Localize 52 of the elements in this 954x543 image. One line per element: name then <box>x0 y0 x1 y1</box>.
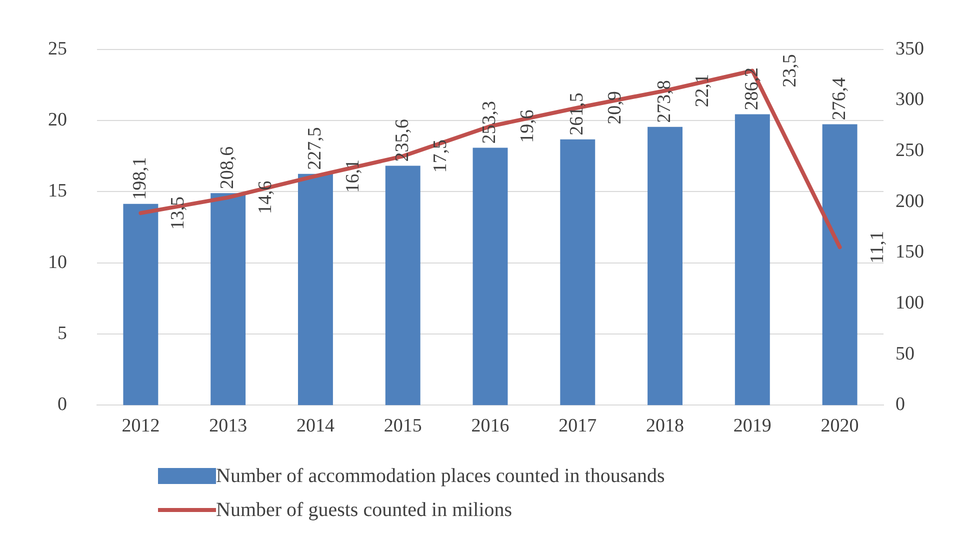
data-label: 227,5 <box>304 127 326 170</box>
data-label: 276,4 <box>828 76 850 120</box>
y2-tick-label: 0 <box>896 394 905 416</box>
data-label: 17,5 <box>430 140 451 173</box>
x-tick-label: 2016 <box>471 416 510 437</box>
data-label: 23,5 <box>779 54 800 88</box>
data-label: 286,2 <box>741 68 762 110</box>
data-label: 253,3 <box>479 100 500 144</box>
data-label: 198,1 <box>130 157 151 200</box>
bar <box>385 166 420 406</box>
legend-label: Number of guests counted in milions <box>216 498 512 522</box>
data-label: 261,5 <box>566 92 588 136</box>
data-label: 22,1 <box>692 74 714 108</box>
y2-tick-label: 100 <box>896 292 924 314</box>
y-tick-label: 20 <box>48 110 67 131</box>
x-tick-label: 2019 <box>733 416 772 437</box>
data-label: 20,9 <box>604 91 626 124</box>
x-tick-label: 2017 <box>558 416 597 437</box>
y-tick-label: 5 <box>58 323 67 344</box>
bar <box>472 148 508 406</box>
x-tick-label: 2018 <box>646 416 684 437</box>
x-tick-label: 2014 <box>296 416 335 437</box>
y-tick-label: 0 <box>58 394 67 416</box>
data-label: 16,1 <box>342 159 364 193</box>
legend-label: Number of accommodation places counted in thousands <box>216 464 665 488</box>
y-tick-label: 10 <box>48 252 67 273</box>
x-tick-label: 2013 <box>209 416 248 437</box>
y-tick-label: 25 <box>48 38 67 60</box>
data-label: 208,6 <box>217 146 238 190</box>
y2-tick-label: 250 <box>896 140 924 162</box>
y2-tick-label: 200 <box>896 190 924 212</box>
data-label: 11,1 <box>866 230 888 264</box>
y2-tick-label: 50 <box>896 343 914 364</box>
bar <box>822 124 858 406</box>
bar <box>648 126 683 406</box>
x-tick-label: 2015 <box>384 416 422 437</box>
data-label: 235,6 <box>392 118 413 162</box>
data-label: 19,6 <box>517 110 538 143</box>
data-label: 14,6 <box>255 180 276 214</box>
bar <box>560 139 596 406</box>
y2-tick-label: 300 <box>896 89 924 110</box>
bar <box>298 174 333 406</box>
data-label: 273,8 <box>654 80 676 123</box>
x-tick-label: 2012 <box>122 416 160 437</box>
y2-tick-label: 150 <box>896 242 924 263</box>
y-tick-label: 15 <box>48 180 67 202</box>
y2-tick-label: 350 <box>896 38 924 60</box>
bar <box>734 114 770 406</box>
data-label: 13,5 <box>168 196 189 230</box>
bar <box>123 204 158 406</box>
bar <box>210 193 246 406</box>
x-tick-label: 2020 <box>820 416 859 437</box>
